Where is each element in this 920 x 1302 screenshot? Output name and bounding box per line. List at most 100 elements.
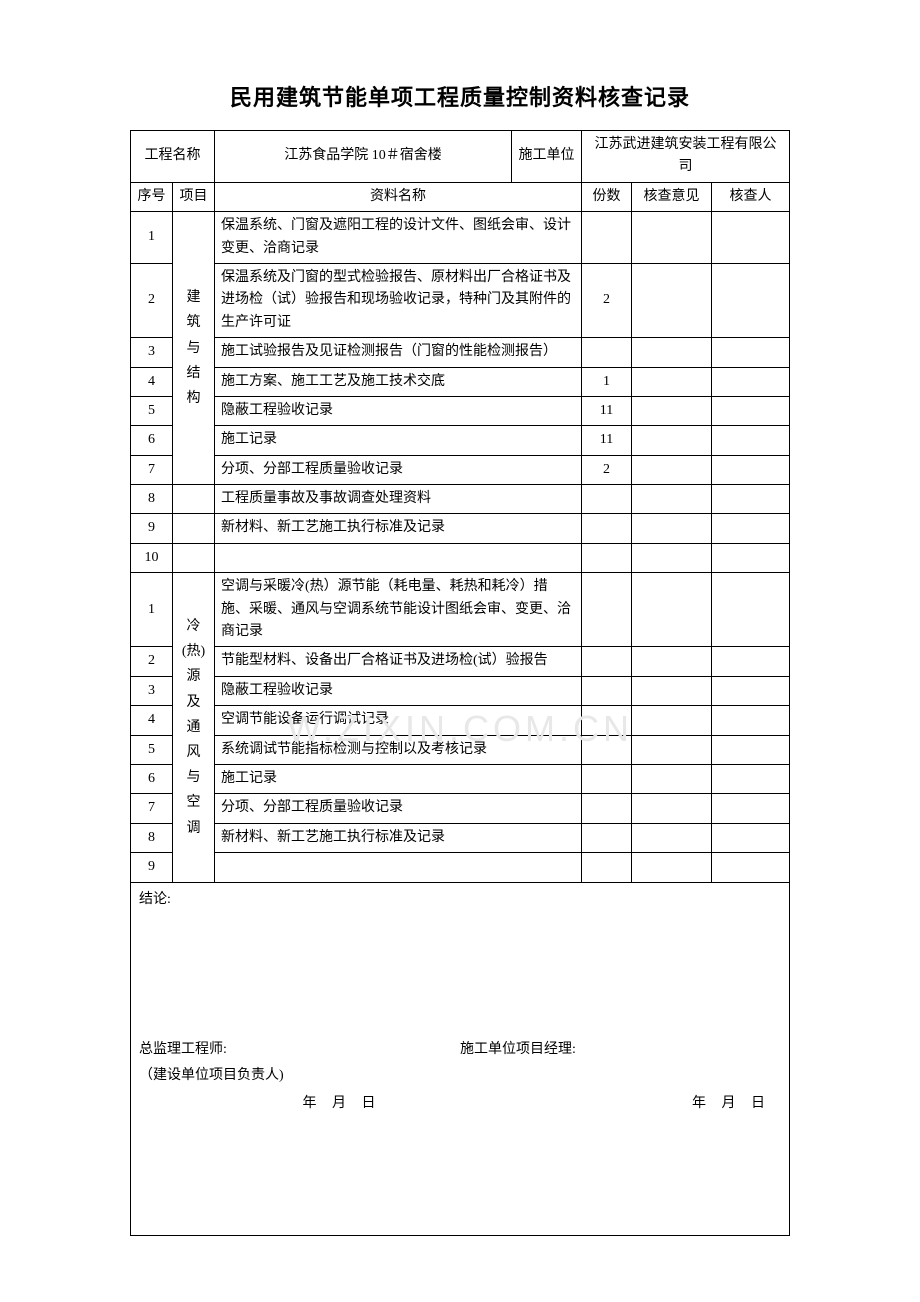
proj-header: 项目 bbox=[173, 182, 215, 211]
material-cell: 工程质量事故及事故调查处理资料 bbox=[215, 485, 582, 514]
material-cell: 施工记录 bbox=[215, 764, 582, 793]
checker-cell bbox=[712, 367, 790, 396]
checker-header: 核查人 bbox=[712, 182, 790, 211]
table-row: 1 冷(热)源及通风与空调 空调与采暖冷(热）源节能（耗电量、耗热和耗冷）措施、… bbox=[131, 573, 790, 647]
seq-cell: 3 bbox=[131, 676, 173, 705]
header-row-1: 工程名称 江苏食品学院 10＃宿舍楼 施工单位 江苏武进建筑安装工程有限公司 bbox=[131, 131, 790, 183]
material-cell: 空调节能设备运行调试记录 bbox=[215, 706, 582, 735]
checker-cell bbox=[712, 823, 790, 852]
table-row: 5 系统调试节能指标检测与控制以及考核记录 bbox=[131, 735, 790, 764]
checker-cell bbox=[712, 573, 790, 647]
table-row: 8 新材料、新工艺施工执行标准及记录 bbox=[131, 823, 790, 852]
conclusion-row: 结论: 总监理工程师: （建设单位项目负责人) 施工单位项目经理: 年 月 日 … bbox=[131, 882, 790, 1235]
project-owner-label: （建设单位项目负责人) bbox=[139, 1065, 460, 1087]
opinion-cell bbox=[632, 676, 712, 705]
copies-cell: 1 bbox=[582, 367, 632, 396]
construction-unit-value: 江苏武进建筑安装工程有限公司 bbox=[582, 131, 790, 183]
copies-cell bbox=[582, 485, 632, 514]
seq-cell: 6 bbox=[131, 764, 173, 793]
header-row-2: 序号 项目 资料名称 份数 核查意见 核查人 bbox=[131, 182, 790, 211]
copies-cell: 2 bbox=[582, 263, 632, 337]
seq-cell: 8 bbox=[131, 823, 173, 852]
empty-proj-cell bbox=[173, 514, 215, 543]
seq-cell: 2 bbox=[131, 263, 173, 337]
table-row: 4 空调节能设备运行调试记录 bbox=[131, 706, 790, 735]
checker-cell bbox=[712, 764, 790, 793]
copies-cell bbox=[582, 573, 632, 647]
copies-cell bbox=[582, 676, 632, 705]
seq-cell: 7 bbox=[131, 794, 173, 823]
opinion-cell bbox=[632, 764, 712, 793]
table-row: 6 施工记录 11 bbox=[131, 426, 790, 455]
section2-label: 冷(热)源及通风与空调 bbox=[173, 573, 215, 882]
material-cell bbox=[215, 853, 582, 882]
material-cell: 施工方案、施工工艺及施工技术交底 bbox=[215, 367, 582, 396]
page-title: 民用建筑节能单项工程质量控制资料核查记录 bbox=[130, 80, 790, 112]
checker-cell bbox=[712, 485, 790, 514]
seq-cell: 6 bbox=[131, 426, 173, 455]
opinion-cell bbox=[632, 455, 712, 484]
material-cell: 节能型材料、设备出厂合格证书及进场检(试）验报告 bbox=[215, 647, 582, 676]
material-header: 资料名称 bbox=[215, 182, 582, 211]
checker-cell bbox=[712, 338, 790, 367]
copies-cell bbox=[582, 823, 632, 852]
copies-cell bbox=[582, 543, 632, 572]
date-right: 年 月 日 bbox=[485, 1093, 781, 1115]
opinion-cell bbox=[632, 212, 712, 264]
checker-cell bbox=[712, 853, 790, 882]
document-container: W.ZIXIN.COM.CN 民用建筑节能单项工程质量控制资料核查记录 工程名称… bbox=[130, 80, 790, 1236]
copies-cell bbox=[582, 764, 632, 793]
table-row: 9 bbox=[131, 853, 790, 882]
seq-cell: 9 bbox=[131, 514, 173, 543]
seq-cell: 2 bbox=[131, 647, 173, 676]
empty-proj-cell bbox=[173, 485, 215, 514]
checker-cell bbox=[712, 426, 790, 455]
date-left: 年 月 日 bbox=[139, 1093, 485, 1115]
material-cell: 施工记录 bbox=[215, 426, 582, 455]
opinion-cell bbox=[632, 485, 712, 514]
seq-cell: 7 bbox=[131, 455, 173, 484]
copies-cell bbox=[582, 647, 632, 676]
opinion-cell bbox=[632, 426, 712, 455]
table-row: 9 新材料、新工艺施工执行标准及记录 bbox=[131, 514, 790, 543]
chief-engineer-label: 总监理工程师: bbox=[139, 1039, 460, 1061]
material-cell: 新材料、新工艺施工执行标准及记录 bbox=[215, 823, 582, 852]
checker-cell bbox=[712, 647, 790, 676]
checker-cell bbox=[712, 455, 790, 484]
opinion-cell bbox=[632, 647, 712, 676]
opinion-cell bbox=[632, 543, 712, 572]
seq-cell: 1 bbox=[131, 212, 173, 264]
copies-cell bbox=[582, 735, 632, 764]
seq-cell: 1 bbox=[131, 573, 173, 647]
opinion-cell bbox=[632, 735, 712, 764]
seq-cell: 9 bbox=[131, 853, 173, 882]
material-cell: 分项、分部工程质量验收记录 bbox=[215, 794, 582, 823]
copies-cell: 2 bbox=[582, 455, 632, 484]
seq-cell: 5 bbox=[131, 396, 173, 425]
section1-label: 建筑与结构 bbox=[173, 212, 215, 485]
project-name-label: 工程名称 bbox=[131, 131, 215, 183]
copies-cell bbox=[582, 794, 632, 823]
conclusion-cell: 结论: 总监理工程师: （建设单位项目负责人) 施工单位项目经理: 年 月 日 … bbox=[131, 882, 790, 1235]
material-cell: 新材料、新工艺施工执行标准及记录 bbox=[215, 514, 582, 543]
opinion-cell bbox=[632, 514, 712, 543]
copies-cell: 11 bbox=[582, 426, 632, 455]
empty-proj-cell bbox=[173, 543, 215, 572]
material-cell: 保温系统、门窗及遮阳工程的设计文件、图纸会审、设计变更、洽商记录 bbox=[215, 212, 582, 264]
conclusion-label: 结论: bbox=[139, 889, 171, 911]
seq-cell: 10 bbox=[131, 543, 173, 572]
material-cell: 空调与采暖冷(热）源节能（耗电量、耗热和耗冷）措施、采暖、通风与空调系统节能设计… bbox=[215, 573, 582, 647]
material-cell: 施工试验报告及见证检测报告（门窗的性能检测报告） bbox=[215, 338, 582, 367]
checker-cell bbox=[712, 514, 790, 543]
table-row: 4 施工方案、施工工艺及施工技术交底 1 bbox=[131, 367, 790, 396]
table-row: 1 建筑与结构 保温系统、门窗及遮阳工程的设计文件、图纸会审、设计变更、洽商记录 bbox=[131, 212, 790, 264]
opinion-cell bbox=[632, 853, 712, 882]
checker-cell bbox=[712, 543, 790, 572]
project-name-value: 江苏食品学院 10＃宿舍楼 bbox=[215, 131, 512, 183]
opinion-cell bbox=[632, 573, 712, 647]
material-cell: 保温系统及门窗的型式检验报告、原材料出厂合格证书及进场检（试）验报告和现场验收记… bbox=[215, 263, 582, 337]
material-cell: 隐蔽工程验收记录 bbox=[215, 396, 582, 425]
table-row: 10 bbox=[131, 543, 790, 572]
table-row: 3 施工试验报告及见证检测报告（门窗的性能检测报告） bbox=[131, 338, 790, 367]
seq-cell: 3 bbox=[131, 338, 173, 367]
